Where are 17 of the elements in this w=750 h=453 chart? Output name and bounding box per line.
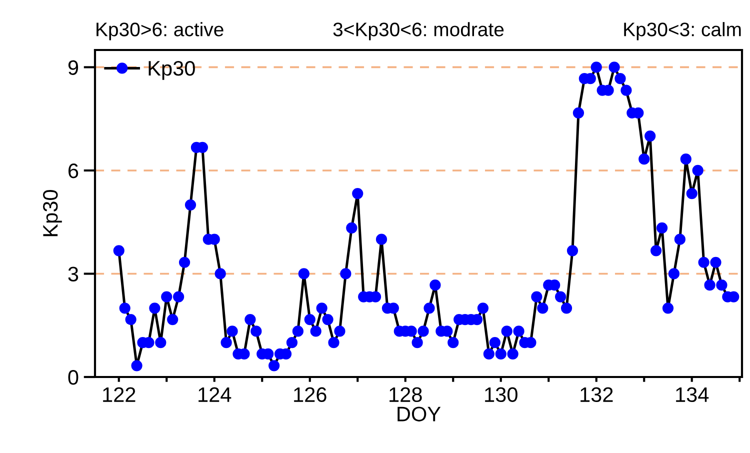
x-tick-label: 124 [198, 387, 232, 402]
legend-label: Kp30 [148, 60, 195, 80]
y-tick-label: 0 [68, 370, 78, 385]
y-tick-label: 3 [68, 266, 78, 282]
x-tick-label: 126 [294, 387, 326, 402]
x-tick-label: 134 [676, 387, 709, 402]
x-tick-label: 132 [580, 387, 613, 402]
text: Kp30>6: active [96, 22, 224, 40]
x-tick-label: 128 [390, 387, 422, 402]
text: Kp30<3: calm [624, 22, 741, 40]
x-tick-label: 130 [485, 387, 518, 402]
y-axis-title: Kp30 [43, 190, 62, 236]
x-axis-title: DOY [398, 406, 441, 422]
text: 3<Kp30<6: modrate [333, 22, 504, 40]
y-tick-label: 9 [68, 60, 78, 75]
y-tick-label: 6 [68, 163, 78, 178]
x-tick-label: 122 [103, 387, 136, 402]
